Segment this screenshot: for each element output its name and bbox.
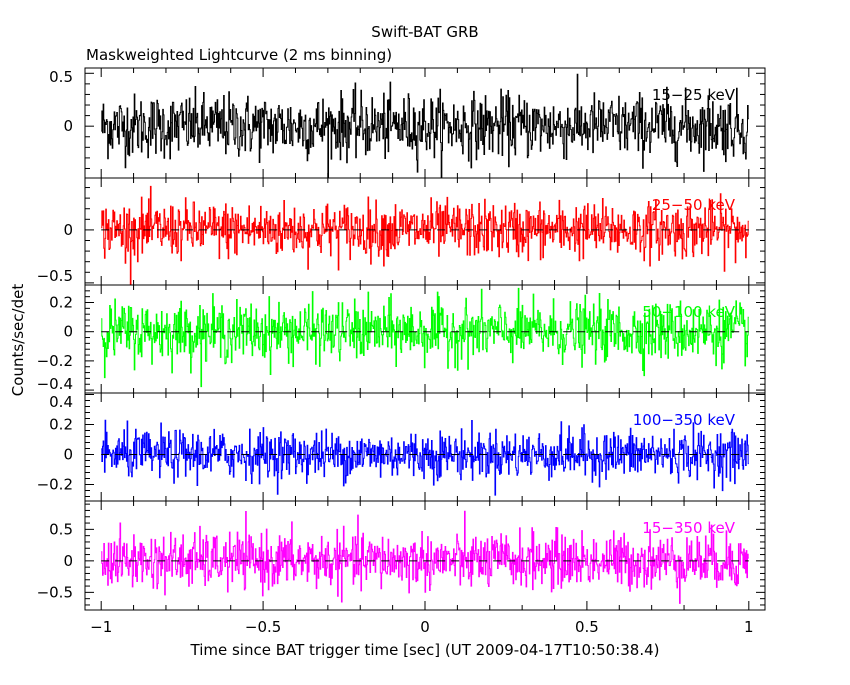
panel-1: 0 0.5 15−25 keV <box>49 67 766 179</box>
series-label: 15−25 keV <box>652 86 736 104</box>
x-tick-label: 1 <box>744 618 754 636</box>
x-axis-label: Time since BAT trigger time [sec] (UT 20… <box>190 641 660 659</box>
y-axis-label: Counts/sec/det <box>9 284 27 397</box>
panel-frame <box>84 500 766 611</box>
series-label: 25−50 keV <box>652 196 736 214</box>
x-tick-label: −0.5 <box>245 618 281 636</box>
y-tick-label: 0.2 <box>49 416 73 434</box>
series-line-2 <box>101 185 749 286</box>
panel-4: −0.2 0 0.2 0.4 100−350 keV <box>37 392 766 502</box>
series-line-5 <box>101 510 749 604</box>
series-label: 100−350 keV <box>633 411 736 429</box>
y-tick-label: −0.4 <box>37 375 73 393</box>
chart-subtitle: Maskweighted Lightcurve (2 ms binning) <box>86 46 392 64</box>
panel-3: −0.4 −0.2 0 0.2 50−100 keV <box>37 284 766 394</box>
y-tick-label: 0 <box>63 446 73 464</box>
panel-5: −0.5 0 0.5 15−350 keV <box>37 500 766 611</box>
y-tick-label: 0 <box>63 552 73 570</box>
x-tick-label: −1 <box>90 618 112 636</box>
y-tick-label: −0.2 <box>37 476 73 494</box>
chart-title: Swift-BAT GRB <box>371 23 478 41</box>
series-label: 50−100 keV <box>642 303 735 321</box>
y-tick-label: 0.5 <box>49 68 73 86</box>
x-tick-label: 0.5 <box>575 618 599 636</box>
y-tick-label: 0.4 <box>49 393 73 411</box>
panel-frame <box>84 392 766 502</box>
panel-2: −0.5 0 25−50 keV <box>37 177 766 286</box>
x-tick-label: 0 <box>420 618 430 636</box>
y-tick-label: 0.2 <box>49 294 73 312</box>
series-label: 15−350 keV <box>642 519 735 537</box>
y-tick-label: −0.5 <box>37 267 73 285</box>
y-tick-label: 0.5 <box>49 520 73 538</box>
series-line-1 <box>101 73 749 179</box>
series-line-3 <box>101 287 749 388</box>
series-line-4 <box>101 419 749 496</box>
y-tick-label: 0 <box>63 221 73 239</box>
y-tick-label: 0 <box>63 323 73 341</box>
y-tick-label: 0 <box>63 117 73 135</box>
y-tick-label: −0.2 <box>37 352 73 370</box>
y-tick-label: −0.5 <box>37 583 73 601</box>
